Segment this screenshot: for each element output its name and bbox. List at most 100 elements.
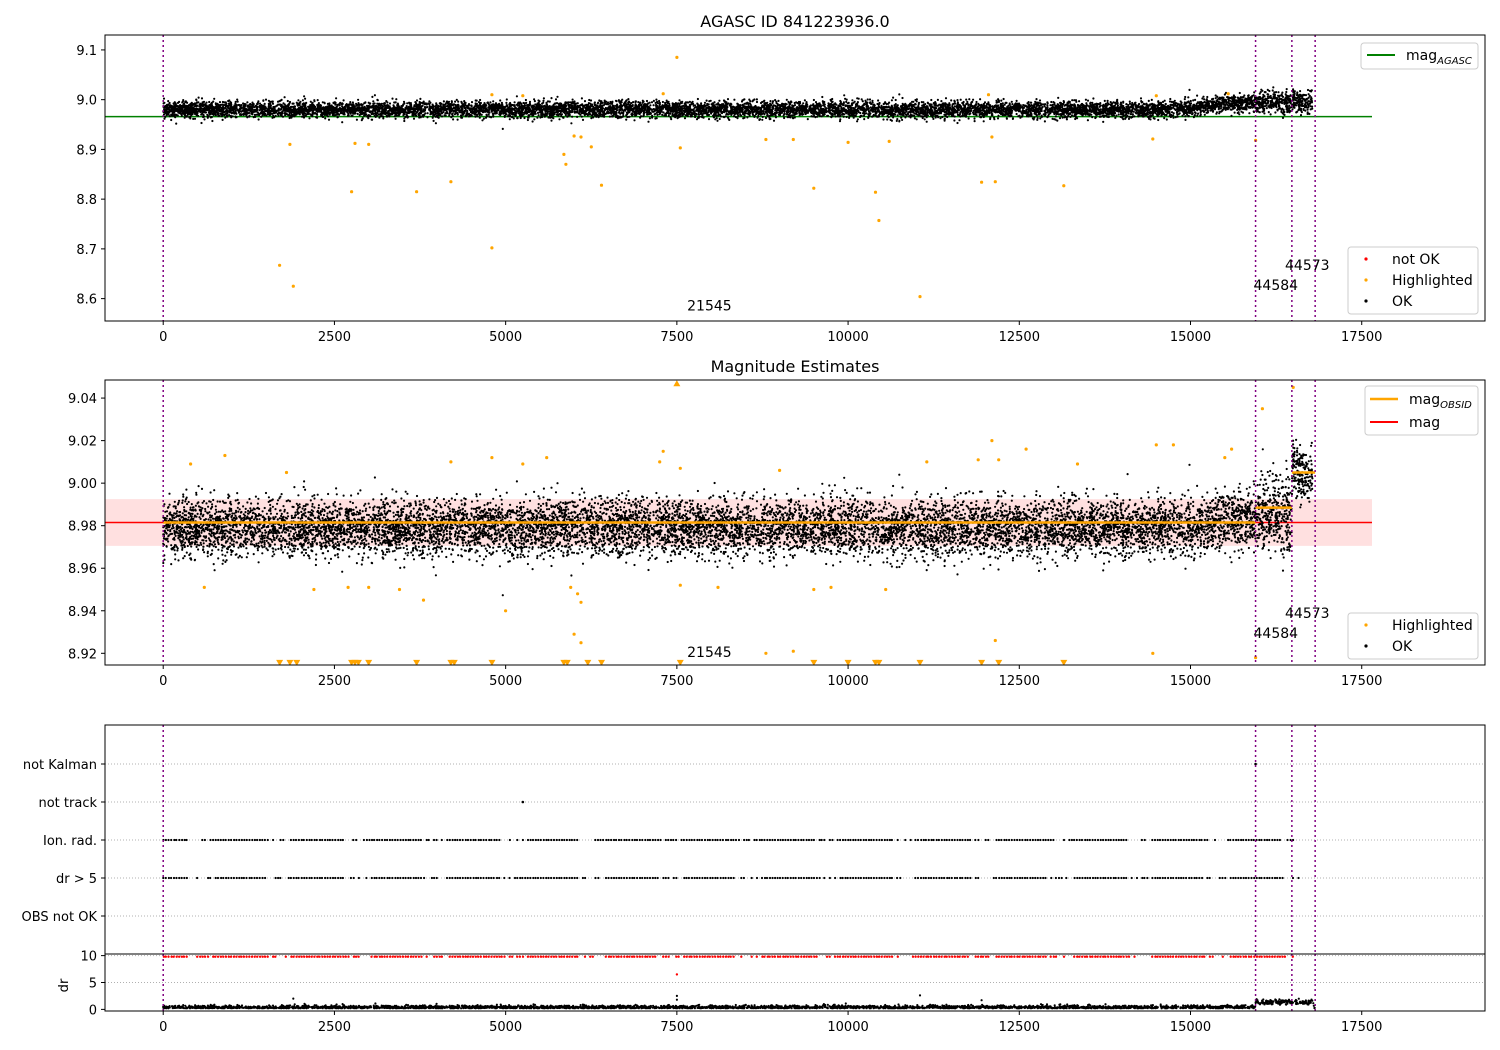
- x-tick-label: 17500: [1341, 1020, 1382, 1035]
- flag-points: [162, 838, 1295, 842]
- y-tick-label: 8.7: [76, 243, 97, 258]
- highlighted-legend-label: Highlighted: [1392, 618, 1473, 634]
- agasc-reference-legend: magAGASC: [1360, 42, 1479, 70]
- clipped-below-marker: [286, 659, 294, 665]
- legend-frame: [1347, 612, 1479, 660]
- not-ok-legend-label: not OK: [1392, 252, 1440, 268]
- obsid-annotation: 44573: [1285, 606, 1330, 622]
- clipped-below-marker: [276, 659, 284, 665]
- magnitude-estimates-title: Magnitude Estimates: [711, 357, 880, 376]
- agasc-axes-frame: [104, 34, 1486, 322]
- clipped-below-marker: [916, 659, 924, 665]
- x-tick-label: 2500: [318, 1020, 351, 1035]
- ok-legend-marker: [1364, 299, 1368, 303]
- dr-panel: 0 2500 5000 7500 10000 12500 15000 17500 0 5 10 dr: [57, 950, 1486, 1035]
- x-tick-label: 5000: [489, 330, 522, 345]
- highlighted-legend-marker: [1364, 623, 1368, 627]
- y-tick-label: 5: [89, 977, 97, 992]
- magnitude-estimates-line-legend: magOBSID mag: [1364, 385, 1479, 436]
- ok-legend-marker: [1364, 644, 1368, 648]
- x-tick-label: 15000: [1170, 330, 1211, 345]
- y-tick-label: 8.8: [76, 193, 97, 208]
- ok-points: [162, 86, 1314, 130]
- y-tick-label: 8.9: [76, 143, 97, 158]
- flag-category-label: not track: [38, 796, 97, 811]
- dr-points: [162, 994, 1316, 1010]
- not-ok-legend-marker: [1364, 257, 1368, 261]
- flag-points: [162, 876, 1300, 880]
- ok-points: [162, 438, 1314, 597]
- y-tick-label: 9.04: [68, 392, 97, 407]
- mag-legend-label: mag: [1409, 415, 1440, 431]
- clipped-below-marker: [676, 659, 684, 665]
- magnitude-estimates-axis-ticks: 0 2500 5000 7500 10000 12500 15000 17500 8.92 8.9…: [68, 392, 1382, 689]
- clipped-below-marker: [563, 659, 571, 665]
- x-tick-label: 0: [159, 330, 167, 345]
- x-tick-label: 5000: [489, 1020, 522, 1035]
- agasc-panel-title: AGASC ID 841223936.0: [700, 12, 889, 31]
- x-tick-label: 2500: [318, 330, 351, 345]
- y-tick-label: 8.92: [68, 647, 97, 662]
- x-tick-label: 10000: [827, 1020, 868, 1035]
- clipped-below-marker: [978, 659, 986, 665]
- flag-category-label: OBS not OK: [22, 910, 98, 925]
- clipped-below-marker: [810, 659, 818, 665]
- legend-frame: [1347, 246, 1479, 315]
- x-tick-label: 2500: [318, 674, 351, 689]
- x-tick-label: 10000: [827, 330, 868, 345]
- clipped-below-marker: [413, 659, 421, 665]
- obsid-annotation: 21545: [687, 645, 732, 661]
- x-tick-label: 17500: [1341, 330, 1382, 345]
- clipped-below-marker: [584, 659, 592, 665]
- y-tick-label: 8.94: [68, 605, 97, 620]
- x-tick-label: 7500: [660, 674, 693, 689]
- x-tick-label: 5000: [489, 674, 522, 689]
- obsid-annotation: 44584: [1254, 278, 1299, 294]
- clipped-below-marker: [293, 659, 301, 665]
- y-tick-label: 0: [89, 1003, 97, 1018]
- ok-legend-label: OK: [1392, 294, 1413, 310]
- y-tick-label: 9.1: [76, 44, 97, 59]
- legend-frame: [1360, 42, 1479, 70]
- clipped-below-marker: [488, 659, 496, 665]
- clipped-below-marker: [844, 659, 852, 665]
- x-tick-label: 7500: [660, 330, 693, 345]
- x-tick-label: 15000: [1170, 1020, 1211, 1035]
- dr-clipped-points: [162, 955, 1295, 976]
- x-tick-label: 12500: [999, 1020, 1040, 1035]
- magnitude-estimates-panel: Magnitude Estimates 21545 44584 44573 0 250…: [68, 357, 1486, 689]
- clipped-above-marker: [673, 380, 681, 387]
- x-tick-label: 7500: [660, 1020, 693, 1035]
- clipped-below-marker: [450, 659, 458, 665]
- clipped-below-marker: [875, 659, 883, 665]
- y-tick-label: 10: [80, 950, 97, 965]
- flags-plot-area: [105, 725, 1485, 954]
- clipped-below-marker: [365, 659, 373, 665]
- y-tick-label: 9.00: [68, 477, 97, 492]
- ok-legend-label: OK: [1392, 639, 1413, 655]
- x-tick-label: 10000: [827, 674, 868, 689]
- y-tick-label: 8.6: [76, 293, 97, 308]
- flags-panel: not Kalman not track Ion. rad. dr > 5 OBS no…: [22, 724, 1486, 955]
- agasc-magnitude-panel: AGASC ID 841223936.0 21545 44584 44573 0 25…: [76, 12, 1486, 345]
- x-tick-label: 12500: [999, 330, 1040, 345]
- agasc-axis-ticks: 0 2500 5000 7500 10000 12500 15000 17500 8.6 8.7 8…: [76, 44, 1382, 345]
- flag-points: [1254, 762, 1257, 766]
- dr-y-axis-label: dr: [57, 978, 72, 992]
- magnitude-estimates-plot-area: 21545 44584 44573: [105, 380, 1372, 665]
- highlighted-legend-label: Highlighted: [1392, 273, 1473, 289]
- highlighted-legend-marker: [1364, 278, 1368, 282]
- clipped-below-marker: [1060, 659, 1068, 665]
- mag-agasc-legend-label: magAGASC: [1406, 48, 1472, 67]
- x-tick-label: 15000: [1170, 674, 1211, 689]
- mag-obsid-legend-label: magOBSID: [1409, 392, 1472, 411]
- magnitude-estimates-axes-frame: [104, 379, 1486, 666]
- x-tick-label: 12500: [999, 674, 1040, 689]
- flags-category-labels: not Kalman not track Ion. rad. dr > 5 OBS no…: [22, 758, 105, 925]
- flag-points: [521, 800, 525, 804]
- y-tick-label: 8.98: [68, 520, 97, 535]
- dr-axis-ticks: 0 2500 5000 7500 10000 12500 15000 17500 0 5 10: [80, 950, 1382, 1035]
- magnitude-estimates-points-legend: Highlighted OK: [1347, 612, 1479, 660]
- agasc-points-legend: not OK Highlighted OK: [1347, 246, 1479, 315]
